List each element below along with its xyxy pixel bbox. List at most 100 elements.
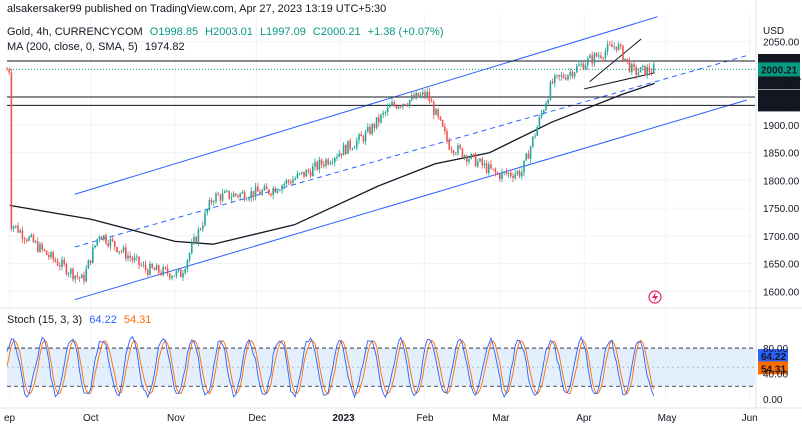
candle-body <box>604 51 607 59</box>
candle-body <box>439 116 442 121</box>
stoch-d-value: 54.31 <box>123 314 152 326</box>
candle-body <box>241 192 244 194</box>
candle-body <box>61 259 63 267</box>
candle-body <box>419 94 422 98</box>
candle-body <box>353 147 356 149</box>
candle-body <box>21 230 24 239</box>
candle-body <box>635 67 637 75</box>
candle-body <box>648 67 651 72</box>
candle-body <box>162 267 164 275</box>
candle-body <box>622 45 624 61</box>
candle-body <box>120 251 123 252</box>
price-tick-label: 1850.00 <box>763 149 800 160</box>
candle-body <box>52 252 54 260</box>
candle-body <box>606 44 609 52</box>
stoch-label: Stoch (15, 3, 3) <box>7 314 83 326</box>
candle-body <box>538 116 541 127</box>
candle-body <box>173 275 175 277</box>
candle-body <box>545 103 547 111</box>
candle-body <box>373 124 376 129</box>
candle-body <box>30 234 32 237</box>
candle-body <box>283 183 285 186</box>
price-tick-label: 2050.00 <box>763 38 800 49</box>
candle-body <box>620 44 622 46</box>
candle-body <box>653 64 655 73</box>
candle-body <box>496 172 499 175</box>
candle-body <box>492 168 494 170</box>
price-badge-label: 1974.82 <box>761 79 798 90</box>
candle-body <box>518 171 521 177</box>
price-tick-label: 1800.00 <box>763 176 800 187</box>
low-value: L1997.09 <box>259 26 306 38</box>
stoch-tick-label: 40.00 <box>763 370 788 381</box>
candle-body <box>595 53 598 57</box>
stoch-tick-label: 80.00 <box>763 344 788 355</box>
candle-body <box>268 189 270 194</box>
candle-body <box>441 120 444 127</box>
candle-body <box>554 75 556 84</box>
candle-body <box>329 162 332 165</box>
candle-body <box>461 148 464 158</box>
candle-body <box>12 226 15 229</box>
channel-mid-line <box>74 55 748 248</box>
candle-body <box>254 186 257 197</box>
candle-body <box>587 58 589 66</box>
candle-body <box>494 169 497 173</box>
candle-body <box>602 57 604 59</box>
candle-body <box>39 243 41 252</box>
candle-body <box>644 65 646 76</box>
candle-body <box>347 140 349 154</box>
candle-body <box>142 264 145 266</box>
price-badge <box>758 76 800 90</box>
candle-body <box>488 164 490 173</box>
candle-body <box>567 75 569 80</box>
candle-body <box>576 66 578 73</box>
candle-body <box>580 63 582 65</box>
candle-body <box>615 46 618 50</box>
candle-body <box>521 172 523 177</box>
candle-body <box>279 190 281 192</box>
candle-body <box>43 249 46 251</box>
candle-body <box>556 75 558 76</box>
candle-body <box>63 259 65 265</box>
candle-body <box>477 161 479 167</box>
candle-body <box>296 173 299 179</box>
candle-body <box>351 148 354 150</box>
triangle-lower-line <box>584 72 655 90</box>
time-tick-label: Jun <box>742 413 758 424</box>
candle-body <box>6 69 8 71</box>
candle-body <box>122 247 125 252</box>
candle-body <box>593 53 596 64</box>
candle-body <box>239 193 241 197</box>
candle-body <box>105 235 107 244</box>
ma-200-line <box>9 82 655 245</box>
candle-body <box>378 117 380 123</box>
candle-body <box>160 272 162 275</box>
candle-body <box>483 163 486 166</box>
time-tick-label: 2023 <box>332 413 355 424</box>
candle-body <box>127 255 129 259</box>
candle-body <box>334 158 336 163</box>
candle-body <box>320 159 323 165</box>
flash-icon[interactable] <box>648 290 662 304</box>
candle-body <box>463 155 466 158</box>
candle-body <box>276 190 279 193</box>
price-tick-label: 1600.00 <box>763 287 800 298</box>
candle-body <box>560 75 563 77</box>
candle-body <box>32 234 35 243</box>
candle-body <box>72 268 74 280</box>
candle-body <box>180 269 182 278</box>
candle-body <box>199 229 202 230</box>
candle-body <box>103 235 105 240</box>
candle-body <box>380 114 382 123</box>
candle-body <box>232 193 235 198</box>
candle-body <box>59 265 61 267</box>
candle-body <box>8 69 10 73</box>
candle-body <box>536 126 538 136</box>
time-tick-label: Mar <box>492 413 510 424</box>
candle-body <box>534 135 536 137</box>
candle-body <box>591 55 593 64</box>
open-value: O1998.85 <box>149 26 199 38</box>
candle-body <box>195 236 197 243</box>
